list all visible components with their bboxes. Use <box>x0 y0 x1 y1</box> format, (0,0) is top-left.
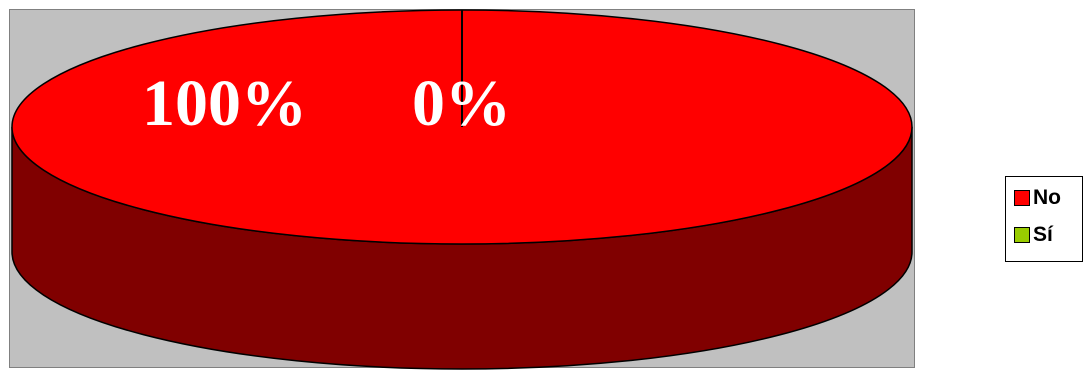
legend-label-no: No <box>1033 186 1061 209</box>
legend-item-si: Sí <box>1014 222 1053 248</box>
data-label-no: 100% <box>142 67 307 140</box>
data-label-si: 0% <box>412 67 511 140</box>
legend-item-no: No <box>1014 185 1061 211</box>
legend-label-si: Sí <box>1033 223 1053 246</box>
legend: No Sí <box>1005 176 1083 262</box>
legend-swatch-no <box>1014 190 1030 206</box>
legend-swatch-si <box>1014 227 1030 243</box>
